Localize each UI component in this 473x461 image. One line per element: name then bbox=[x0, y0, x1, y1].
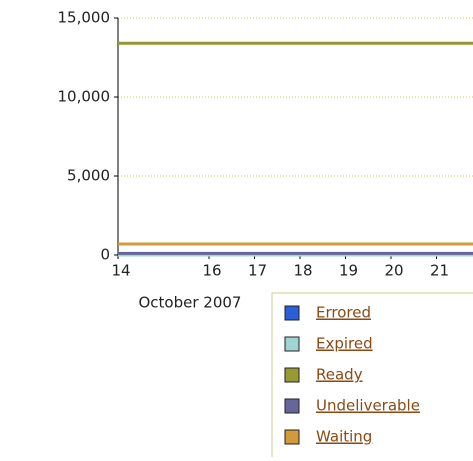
x-tick-label: 17 bbox=[248, 262, 267, 280]
x-tick-label: 19 bbox=[339, 262, 358, 280]
legend-swatch bbox=[284, 336, 300, 352]
x-tick-label: 14 bbox=[111, 262, 130, 280]
x-axis-label: October 2007 bbox=[139, 294, 242, 312]
legend-swatch bbox=[284, 398, 300, 414]
legend-label[interactable]: Ready bbox=[316, 366, 363, 384]
y-tick-label: 0 bbox=[100, 246, 110, 264]
y-tick-label: 5,000 bbox=[67, 167, 110, 185]
y-tick-label: 10,000 bbox=[58, 88, 111, 106]
legend-swatch bbox=[284, 367, 300, 383]
legend-box bbox=[271, 292, 473, 459]
legend-label[interactable]: Waiting bbox=[316, 428, 372, 446]
legend-swatch bbox=[284, 305, 300, 321]
x-tick-label: 18 bbox=[293, 262, 312, 280]
x-tick-label: 21 bbox=[430, 262, 449, 280]
y-tick-label: 15,000 bbox=[58, 9, 111, 27]
legend-label[interactable]: Errored bbox=[316, 304, 371, 322]
x-tick-label: 20 bbox=[384, 262, 403, 280]
legend-label[interactable]: Undeliverable bbox=[316, 397, 420, 415]
legend-label[interactable]: Expired bbox=[316, 335, 373, 353]
x-tick-label: 16 bbox=[202, 262, 221, 280]
legend-swatch bbox=[284, 429, 300, 445]
